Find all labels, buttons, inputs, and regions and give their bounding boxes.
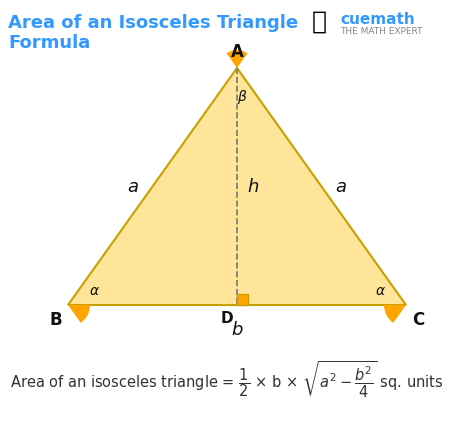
Text: A: A [230, 43, 244, 61]
Wedge shape [68, 305, 90, 323]
Text: cuemath: cuemath [340, 12, 415, 27]
Text: D: D [220, 311, 233, 326]
Text: h: h [247, 178, 258, 196]
Text: Formula: Formula [8, 34, 90, 52]
Text: β: β [237, 90, 246, 104]
Wedge shape [227, 50, 247, 68]
Text: C: C [412, 311, 424, 329]
Text: 🚀: 🚀 [312, 10, 327, 34]
Text: b: b [231, 321, 243, 339]
Polygon shape [68, 68, 406, 305]
Text: Area of an Isosceles Triangle: Area of an Isosceles Triangle [8, 14, 298, 32]
Text: α: α [90, 284, 99, 298]
Text: THE MATH EXPERT: THE MATH EXPERT [340, 27, 422, 36]
Text: a: a [336, 178, 346, 196]
Text: α: α [375, 284, 384, 298]
Wedge shape [384, 305, 406, 323]
Text: Area of an isosceles triangle = $\dfrac{1}{2}$ × b × $\sqrt{a^2 - \dfrac{b^2}{4}: Area of an isosceles triangle = $\dfrac{… [10, 360, 444, 400]
Text: B: B [49, 311, 62, 329]
Text: a: a [128, 178, 138, 196]
Bar [237, 294, 248, 305]
